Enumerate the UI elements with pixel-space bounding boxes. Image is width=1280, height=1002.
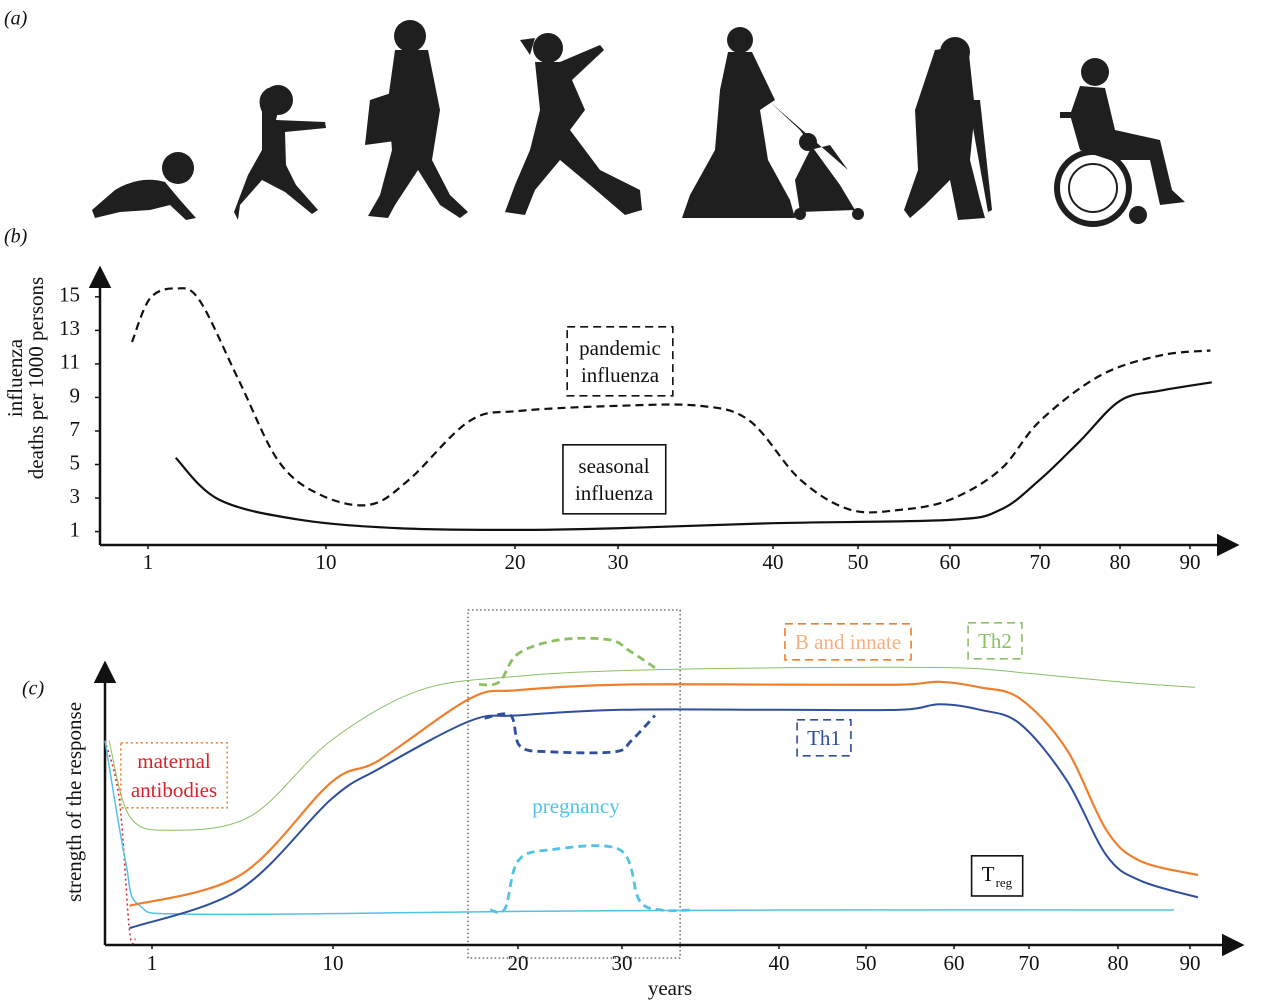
data-line [478,636,656,687]
x-tick-label: 60 [944,951,965,975]
x-tick-label: 90 [1180,550,1201,574]
pregnancy-region [467,609,681,959]
data-line [104,740,137,945]
data-line [490,844,692,914]
y-axis-label: strength of the response [62,702,86,902]
x-tick-label: 1 [147,951,158,975]
series-label: influenza [575,481,654,505]
series-label-subscript: reg [996,875,1013,890]
series-label: B and innate [795,630,901,654]
label-box [967,622,1023,660]
label-box [566,326,674,397]
toddler [234,85,326,220]
series-label: pandemic [579,336,661,360]
wheelchair-person [1054,58,1185,227]
x-tick-label: 70 [1019,951,1040,975]
woman-stroller [682,27,864,220]
pregnant-woman [505,33,642,215]
series-label: T [982,862,995,886]
y-tick-label: 3 [70,484,81,508]
panel-label: (a) [4,8,28,30]
panel-label: (c) [22,678,45,700]
label-box [796,719,852,757]
data-line [174,381,1212,532]
series-label: maternal [137,749,211,773]
silhouettes [92,20,1185,227]
x-tick-label: 80 [1108,951,1129,975]
elderly-woman [904,37,992,220]
data-line [129,703,1199,930]
x-tick-label: 1 [143,550,154,574]
x-tick-label: 70 [1030,550,1051,574]
data-line [104,740,1175,916]
x-tick-label: 80 [1110,550,1131,574]
y-tick-label: 1 [70,517,81,541]
data-line [129,680,1199,907]
x-tick-label: 20 [508,951,529,975]
x-tick-label: 50 [848,550,869,574]
x-tick-label: 30 [612,951,633,975]
y-tick-label: 7 [70,417,81,441]
label-box [562,444,667,515]
data-line [130,287,1211,514]
x-tick-label: 40 [769,951,790,975]
baby [92,152,196,220]
series-label: Th2 [978,629,1012,653]
x-tick-label: 10 [316,550,337,574]
series-label: seasonal [578,454,649,478]
x-tick-label: 30 [608,550,629,574]
y-axis-label: deaths per 1000 persons [24,277,48,479]
x-tick-label: 50 [856,951,877,975]
pregnancy-label: pregnancy [532,794,620,818]
series-label: influenza [581,363,660,387]
x-tick-label: 20 [505,550,526,574]
y-tick-label: 13 [59,316,80,340]
woman-bag [365,20,468,218]
x-tick-label: 90 [1180,951,1201,975]
x-tick-label: 10 [323,951,344,975]
x-tick-label: 60 [940,550,961,574]
panel-label: (b) [4,226,28,248]
series-label: antibodies [131,778,217,802]
data-line [108,666,1196,831]
x-axis-label: years [648,976,692,1000]
label-box [784,623,912,661]
y-tick-label: 5 [70,450,81,474]
y-axis-label: influenza [3,338,27,417]
label-box [970,855,1024,897]
y-tick-label: 15 [59,283,80,307]
y-tick-label: 11 [60,350,80,374]
series-label: Th1 [807,726,841,750]
data-line [484,712,656,755]
x-tick-label: 40 [763,550,784,574]
label-box [120,742,228,809]
y-tick-label: 9 [70,383,81,407]
